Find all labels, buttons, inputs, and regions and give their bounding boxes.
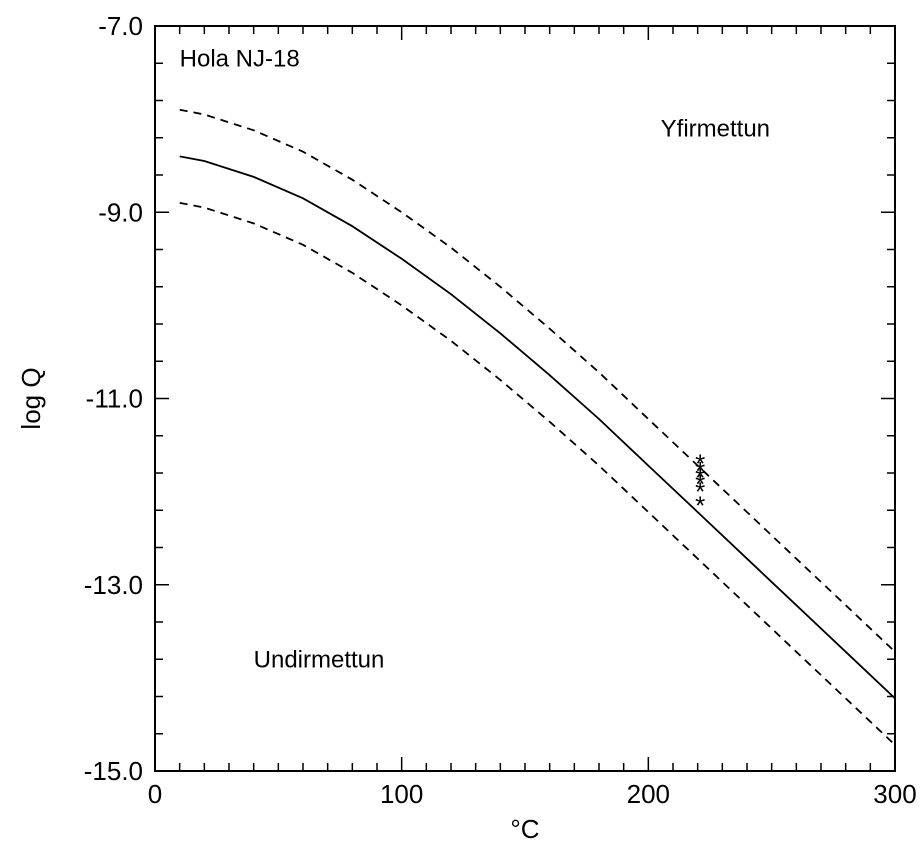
data-point-marker: * (695, 469, 705, 499)
data-point-marker: * (695, 463, 705, 493)
equilibrium-line (179, 155, 896, 700)
points-layer: ****** (695, 449, 705, 521)
annotation-undersaturated: Undirmettun (254, 646, 385, 673)
x-tick-label: 0 (148, 779, 162, 809)
data-point-marker: * (695, 449, 705, 479)
y-tick-label: -13.0 (84, 570, 143, 600)
y-tick-label: -15.0 (84, 756, 143, 786)
plot-frame (154, 25, 896, 772)
x-tick-label: 100 (380, 779, 423, 809)
annotation-sample-name: Hola NJ-18 (180, 46, 300, 73)
data-point-marker: * (695, 491, 705, 521)
series-layer (179, 108, 896, 746)
tick-labels: 0 100 200 300 -7.0 -9.0 -11.0 -13.0 -15.0 (84, 11, 917, 809)
y-tick-label: -7.0 (98, 11, 143, 41)
annotation-oversaturated: Yfirmettun (661, 115, 770, 142)
x-tick-label: 200 (627, 779, 670, 809)
x-axis-label: °C (510, 814, 539, 843)
data-point-marker: * (695, 477, 705, 507)
data-point-marker: * (695, 456, 705, 486)
y-axis-label: log Q (16, 367, 46, 429)
y-tick-label: -9.0 (98, 197, 143, 227)
dashed-bound-line-1 (179, 108, 896, 653)
dashed-bound-line-2 (179, 202, 896, 746)
x-tick-label: 300 (873, 779, 916, 809)
y-tick-label: -11.0 (86, 384, 143, 414)
